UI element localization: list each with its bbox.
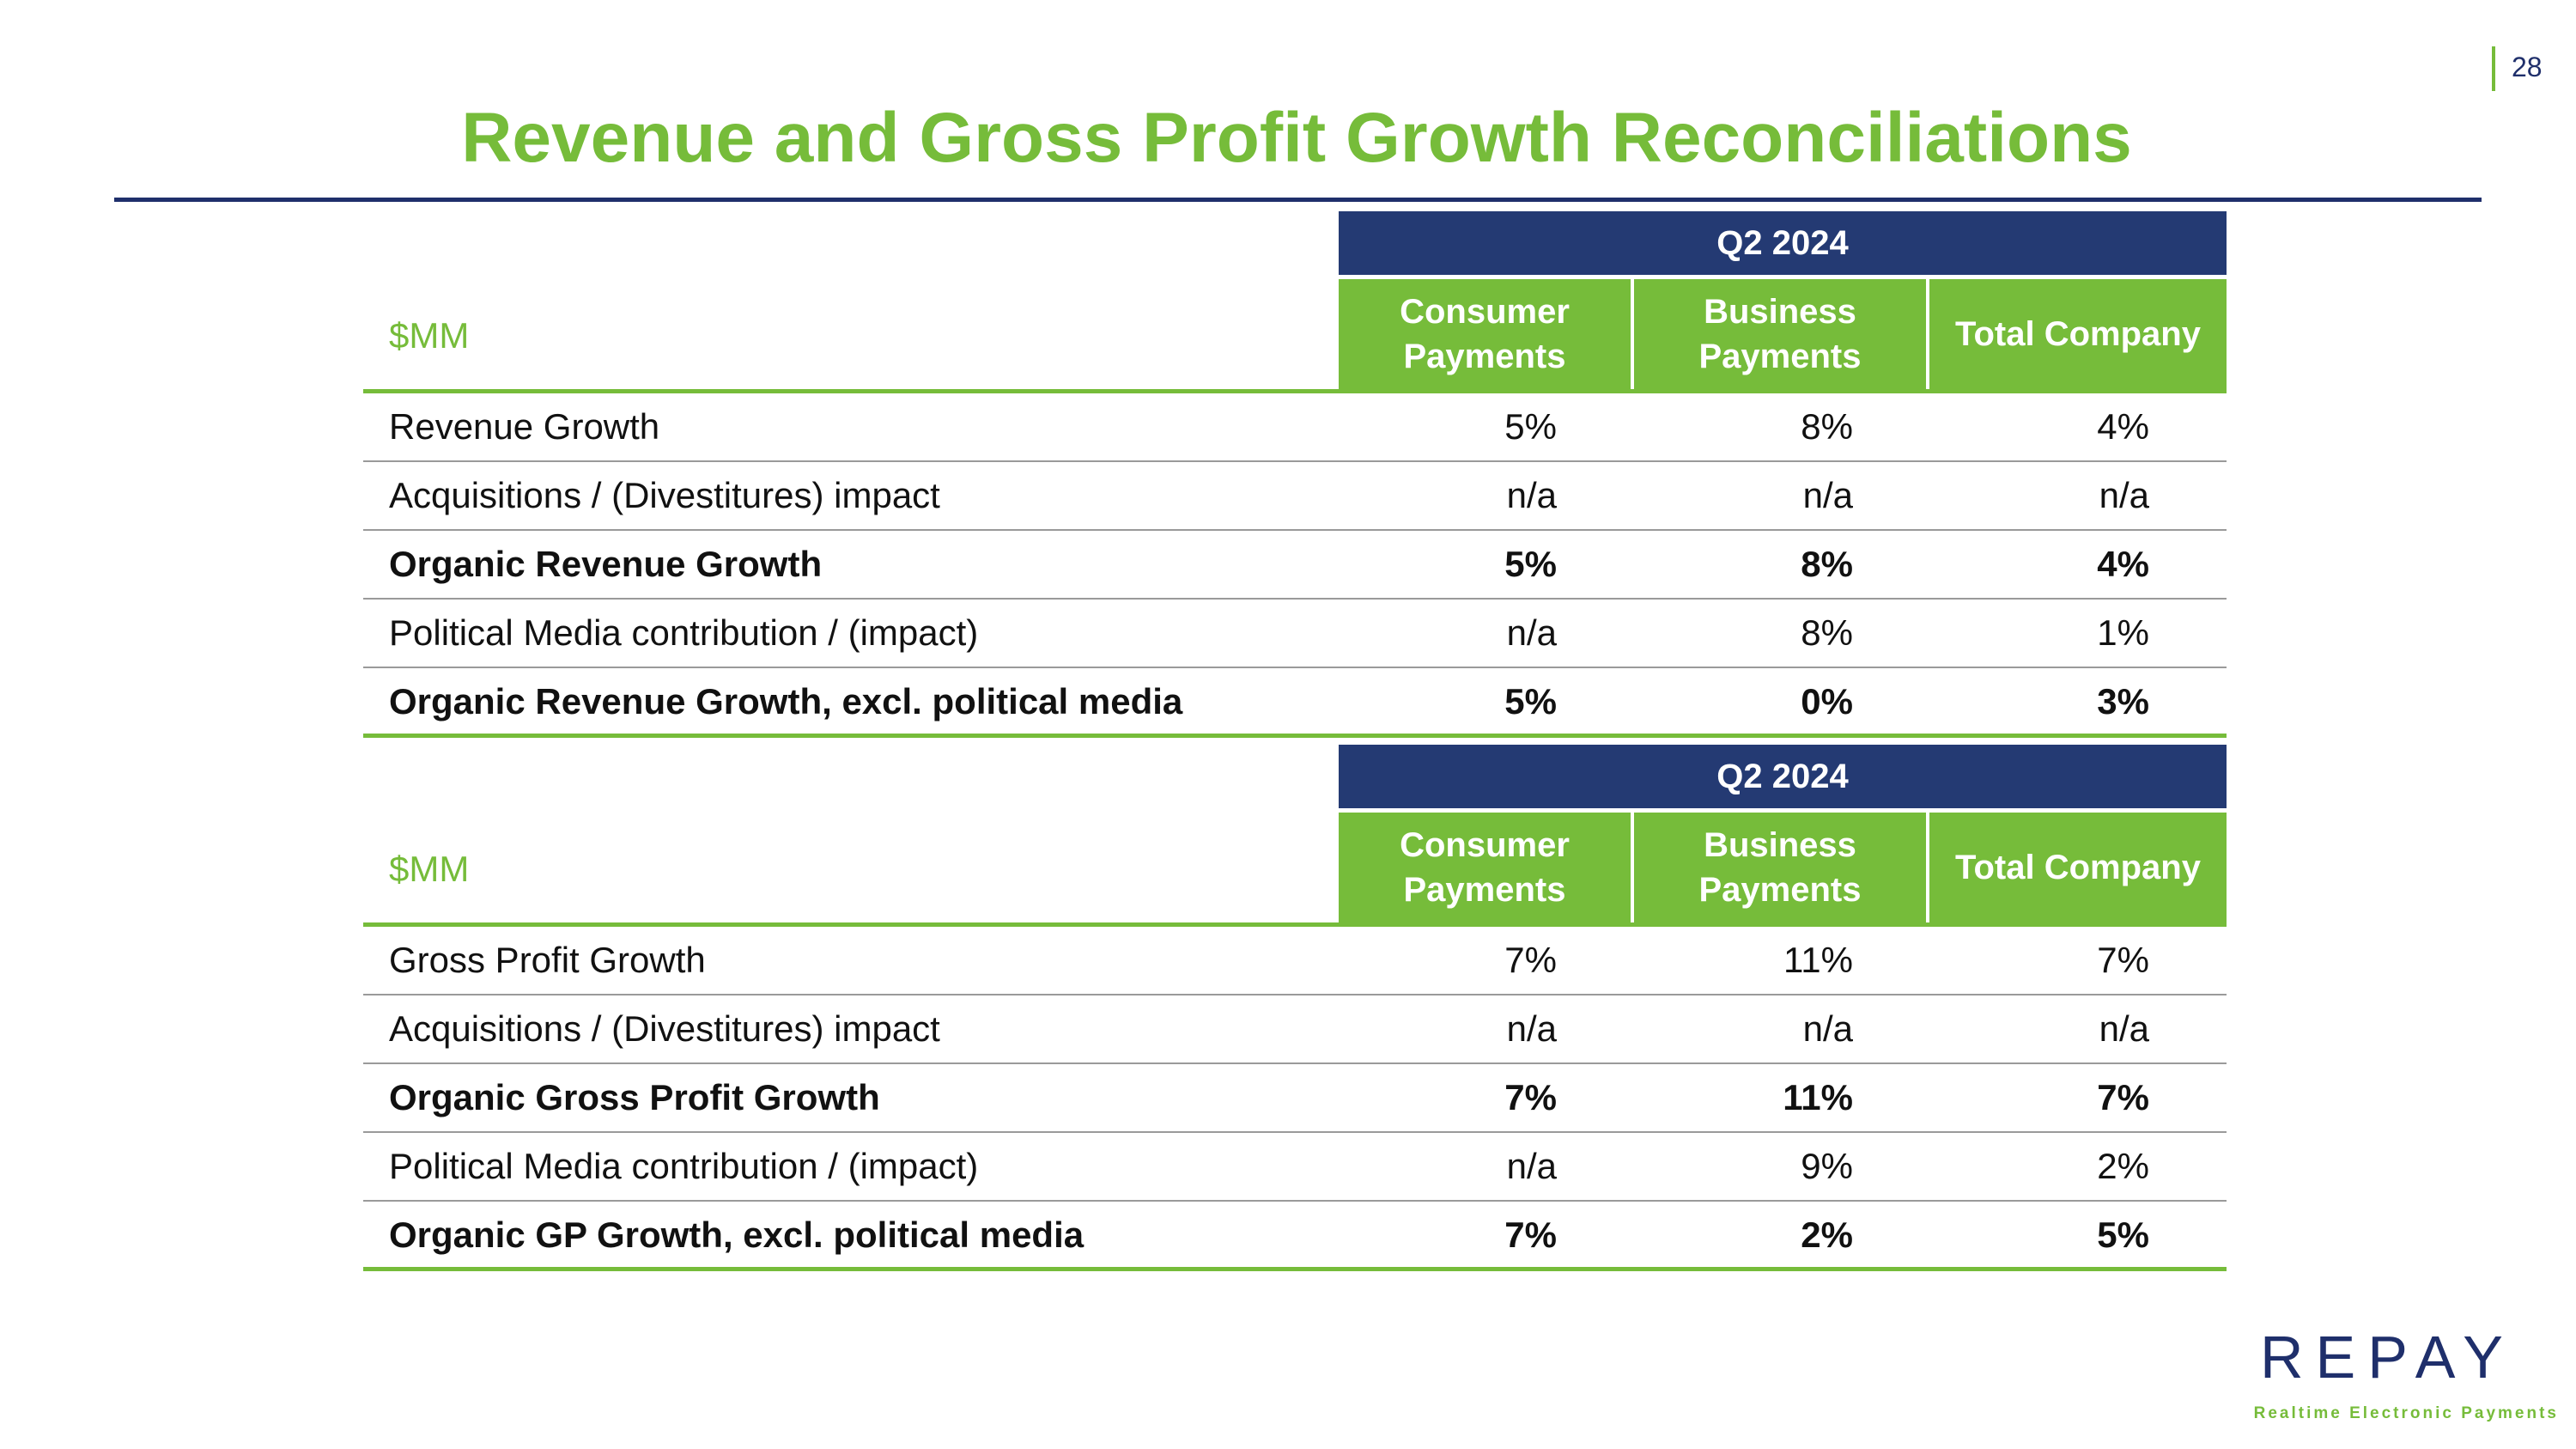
- cell-consumer: 7%: [1504, 940, 1557, 980]
- cell-total: 3%: [2097, 681, 2149, 721]
- column-header-total: Total Company: [1929, 279, 2227, 389]
- cell-business: 9%: [1801, 1146, 1853, 1186]
- title-divider: [114, 198, 2482, 202]
- row-label: Organic Gross Profit Growth: [389, 1077, 880, 1117]
- table-row: Political Media contribution / (impact) …: [363, 1133, 2227, 1202]
- cell-consumer: n/a: [1506, 1146, 1557, 1186]
- gross-profit-growth-table: Q2 2024 Consumer Payments Business Payme…: [363, 745, 2227, 1271]
- column-header-consumer: Consumer Payments: [1339, 279, 1631, 389]
- table-header: Q2 2024 Consumer Payments Business Payme…: [363, 745, 2227, 927]
- unit-label: $MM: [389, 849, 470, 889]
- cell-total: n/a: [2099, 1008, 2149, 1049]
- page-number: 28: [2512, 52, 2543, 82]
- page-title: Revenue and Gross Profit Growth Reconcil…: [461, 99, 2132, 177]
- cell-consumer: 5%: [1504, 544, 1557, 584]
- row-label: Political Media contribution / (impact): [389, 612, 979, 653]
- logo-tagline: Realtime Electronic Payments: [2253, 1404, 2559, 1422]
- row-label: Organic GP Growth, excl. political media: [389, 1215, 1084, 1255]
- cell-consumer: 7%: [1504, 1077, 1557, 1117]
- table-row: Acquisitions / (Divestitures) impact n/a…: [363, 462, 2227, 531]
- column-header-consumer: Consumer Payments: [1339, 813, 1631, 922]
- logo-wordmark: REPAY: [2260, 1324, 2515, 1391]
- column-header-business: Business Payments: [1634, 813, 1926, 922]
- table-row: Organic Revenue Growth, excl. political …: [363, 668, 2227, 738]
- cell-consumer: n/a: [1506, 1008, 1557, 1049]
- row-label: Organic Revenue Growth, excl. political …: [389, 681, 1183, 721]
- column-header-total: Total Company: [1929, 813, 2227, 922]
- cell-consumer: n/a: [1506, 612, 1557, 653]
- cell-business: 8%: [1801, 544, 1853, 584]
- table-row: Acquisitions / (Divestitures) impact n/a…: [363, 995, 2227, 1064]
- cell-business: 2%: [1801, 1215, 1853, 1255]
- cell-total: 7%: [2097, 940, 2149, 980]
- repay-logo: REPAY Realtime Electronic Payments: [2233, 1323, 2559, 1426]
- table-row: Revenue Growth 5% 8% 4%: [363, 393, 2227, 462]
- cell-business: n/a: [1802, 475, 1853, 515]
- table-row: Organic Revenue Growth 5% 8% 4%: [363, 531, 2227, 600]
- cell-total: 7%: [2097, 1077, 2149, 1117]
- table-row: Gross Profit Growth 7% 11% 7%: [363, 927, 2227, 995]
- cell-total: 4%: [2097, 544, 2149, 584]
- table-row: Political Media contribution / (impact) …: [363, 600, 2227, 668]
- table-row: Organic GP Growth, excl. political media…: [363, 1202, 2227, 1271]
- cell-total: 5%: [2097, 1215, 2149, 1255]
- cell-business: n/a: [1802, 1008, 1853, 1049]
- column-header-business: Business Payments: [1634, 279, 1926, 389]
- cell-consumer: 5%: [1504, 681, 1557, 721]
- cell-business: 11%: [1783, 1077, 1853, 1117]
- row-label: Gross Profit Growth: [389, 940, 706, 980]
- page-number-divider: [2492, 46, 2495, 91]
- cell-consumer: 7%: [1504, 1215, 1557, 1255]
- cell-consumer: n/a: [1506, 475, 1557, 515]
- cell-business: 8%: [1801, 406, 1853, 447]
- header-divider: [363, 389, 2227, 393]
- row-label: Revenue Growth: [389, 406, 660, 447]
- period-header: Q2 2024: [1339, 745, 2227, 808]
- row-label: Acquisitions / (Divestitures) impact: [389, 1008, 940, 1049]
- cell-consumer: 5%: [1504, 406, 1557, 447]
- header-divider: [363, 922, 2227, 927]
- cell-business: 0%: [1801, 681, 1853, 721]
- row-label: Political Media contribution / (impact): [389, 1146, 979, 1186]
- table-row: Organic Gross Profit Growth 7% 11% 7%: [363, 1064, 2227, 1133]
- cell-total: n/a: [2099, 475, 2149, 515]
- table-header: Q2 2024 Consumer Payments Business Payme…: [363, 211, 2227, 393]
- cell-total: 4%: [2097, 406, 2149, 447]
- revenue-growth-table: Q2 2024 Consumer Payments Business Payme…: [363, 211, 2227, 738]
- cell-business: 11%: [1783, 940, 1853, 980]
- period-header: Q2 2024: [1339, 211, 2227, 275]
- cell-total: 1%: [2097, 612, 2149, 653]
- cell-total: 2%: [2097, 1146, 2149, 1186]
- unit-label: $MM: [389, 315, 470, 356]
- cell-business: 8%: [1801, 612, 1853, 653]
- row-label: Organic Revenue Growth: [389, 544, 823, 584]
- row-label: Acquisitions / (Divestitures) impact: [389, 475, 940, 515]
